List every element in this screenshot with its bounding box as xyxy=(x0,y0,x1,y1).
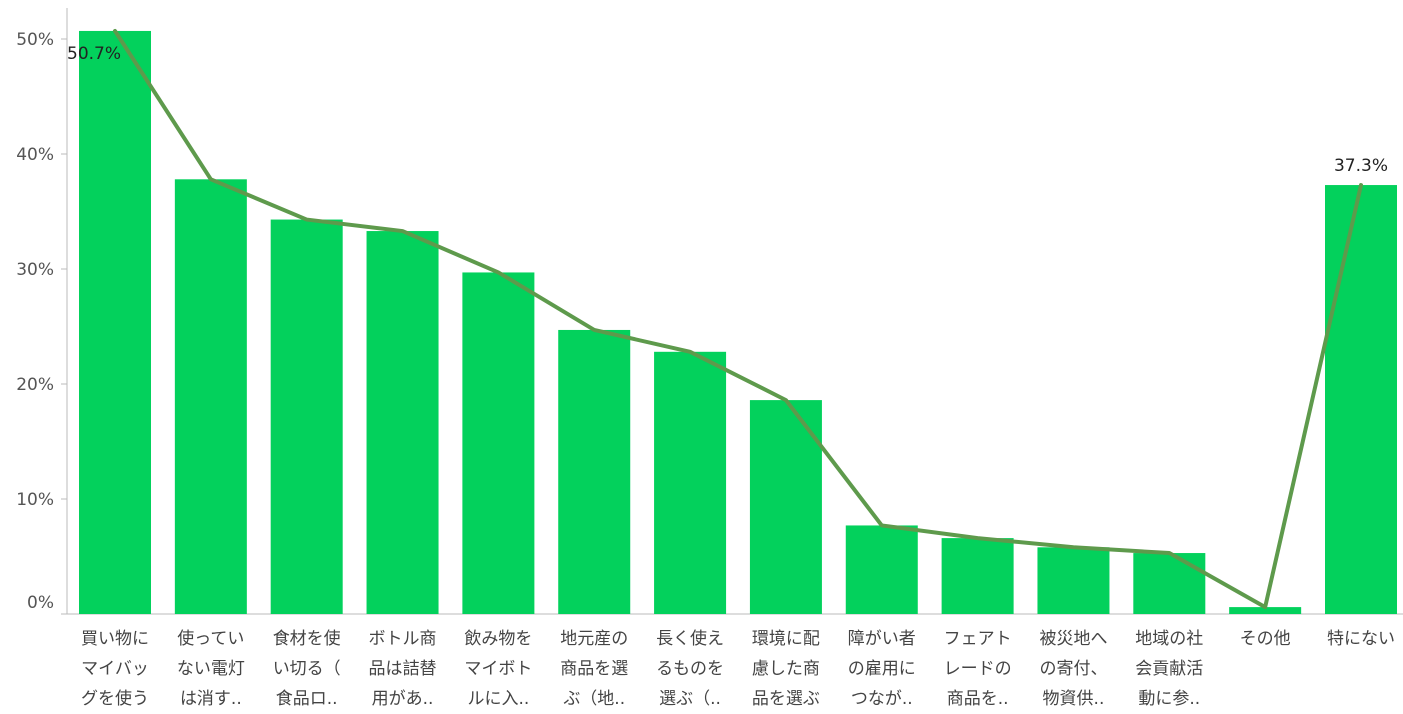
trend-line-layer xyxy=(113,28,1363,610)
x-tick-label: 地元産の商品を選ぶ（地.. xyxy=(560,629,628,709)
bar xyxy=(79,30,151,614)
y-axis-ticks: 0% 10% 20% 30% 40% 50% xyxy=(16,30,67,615)
bars xyxy=(79,30,1397,615)
bar xyxy=(558,329,631,614)
bar xyxy=(366,231,439,615)
bar xyxy=(845,525,918,614)
bar xyxy=(941,538,1014,614)
x-tick-label: 使っていない電灯は消す.. xyxy=(177,628,245,709)
x-tick-label: 被災地への寄付、物資供.. xyxy=(1039,629,1107,709)
data-labels: 50.7% 37.3% xyxy=(67,44,1388,176)
y-tick-label: 10% xyxy=(16,490,54,510)
x-tick-label: 環境に配慮した商品を選ぶ xyxy=(752,629,820,709)
y-tick-label: 30% xyxy=(16,260,54,280)
x-tick-label: 飲み物をマイボトルに入.. xyxy=(464,629,532,709)
y-tick-label: 0% xyxy=(27,593,54,613)
bar xyxy=(1325,185,1397,615)
x-tick-label: 買い物にマイバッグを使う xyxy=(81,629,149,709)
bar xyxy=(174,179,247,615)
bar xyxy=(1133,553,1206,614)
x-tick-label: ボトル商品は詰替用があ.. xyxy=(369,629,437,709)
x-tick-label: 長く使えるものを選ぶ（.. xyxy=(656,628,724,709)
data-label: 37.3% xyxy=(1334,156,1388,176)
x-tick-label: 障がい者の雇用につなが.. xyxy=(848,629,916,709)
x-tick-label: フェアトレードの商品を.. xyxy=(944,629,1012,709)
axes xyxy=(66,8,1403,615)
y-tick-label: 40% xyxy=(16,145,54,165)
bar xyxy=(462,272,535,614)
x-tick-label: 地域の社会貢献活動に参.. xyxy=(1135,629,1203,709)
bar xyxy=(1229,607,1302,614)
x-tick-label: 食材を使い切る（食品ロ.. xyxy=(273,628,341,709)
x-tick-label: その他 xyxy=(1240,629,1291,649)
y-tick-label: 50% xyxy=(16,30,54,50)
data-label: 50.7% xyxy=(67,44,121,64)
x-tick-label: 特にない xyxy=(1327,629,1395,649)
trend-line xyxy=(113,28,1363,610)
bar xyxy=(654,351,727,614)
bar xyxy=(1037,547,1110,614)
bar xyxy=(749,400,822,614)
y-tick-label: 20% xyxy=(16,375,54,395)
bar xyxy=(270,219,343,615)
